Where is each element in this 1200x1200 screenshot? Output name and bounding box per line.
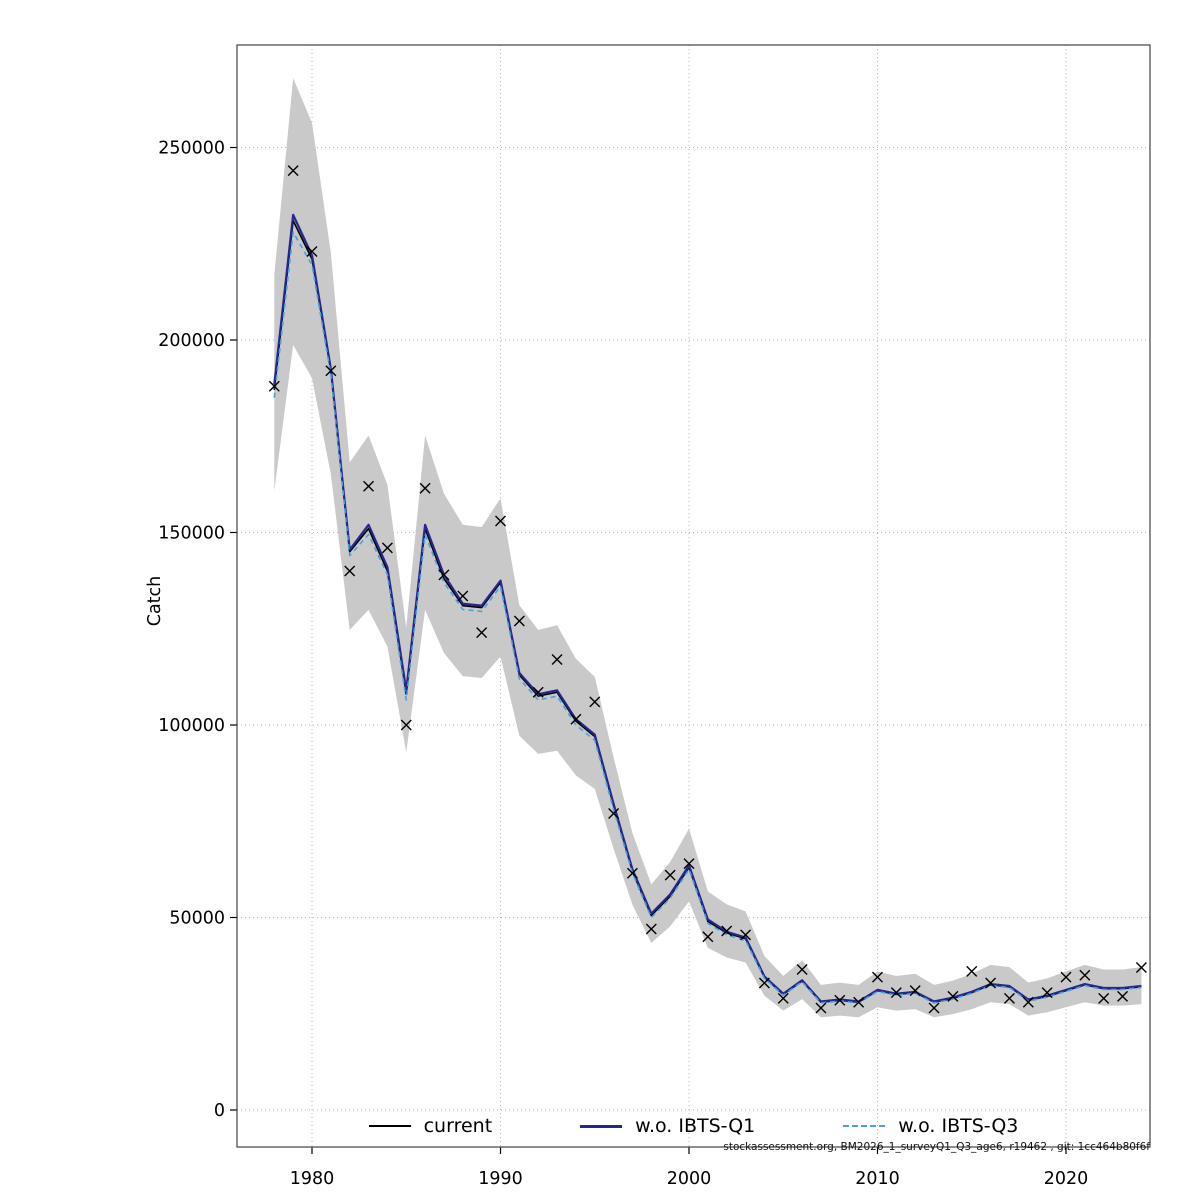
y-tick-label: 250000 <box>158 139 225 159</box>
y-tick-label: 200000 <box>158 331 225 351</box>
axes: 0 50000 100000 150000 200000 250000 1980 1990 20… <box>158 139 1088 1190</box>
observation-markers <box>268 165 1147 1014</box>
y-tick-label: 100000 <box>158 716 225 736</box>
x-tick-label: 1990 <box>478 1169 523 1189</box>
series-line-2 <box>273 231 1142 1004</box>
legend-label-wo-ibts-q3: w.o. IBTS-Q3 <box>898 1115 1019 1137</box>
plot-border <box>236 44 1151 1148</box>
confidence-band <box>274 78 1142 1018</box>
legend-item-current: current <box>368 1115 493 1137</box>
x-tick-label: 1980 <box>290 1169 335 1189</box>
legend-label-current: current <box>423 1115 493 1137</box>
x-tick-label: 2010 <box>855 1169 900 1189</box>
y-tick-label: 0 <box>214 1101 225 1121</box>
legend: current w.o. IBTS-Q1 w.o. IBTS-Q3 <box>237 1110 1150 1142</box>
legend-item-wo-ibts-q3: w.o. IBTS-Q3 <box>843 1115 1018 1137</box>
x-tick-label: 2020 <box>1044 1169 1089 1189</box>
series-line-0 <box>273 219 1142 1004</box>
y-tick-label: 150000 <box>158 524 225 544</box>
legend-line-wo-ibts-q3-icon <box>843 1125 886 1127</box>
legend-item-wo-ibts-q1: w.o. IBTS-Q1 <box>580 1115 755 1137</box>
y-tick-label: 50000 <box>169 909 225 929</box>
legend-label-wo-ibts-q1: w.o. IBTS-Q1 <box>635 1115 756 1137</box>
legend-line-wo-ibts-q1-icon <box>580 1124 623 1128</box>
x-tick-label: 2000 <box>667 1169 712 1189</box>
legend-line-current-icon <box>368 1125 411 1127</box>
series-line-1 <box>273 213 1142 1003</box>
y-axis-label: Catch <box>145 575 165 627</box>
footer-note: stockassessment.org, BM2026_1_surveyQ1_Q… <box>723 1141 1150 1153</box>
